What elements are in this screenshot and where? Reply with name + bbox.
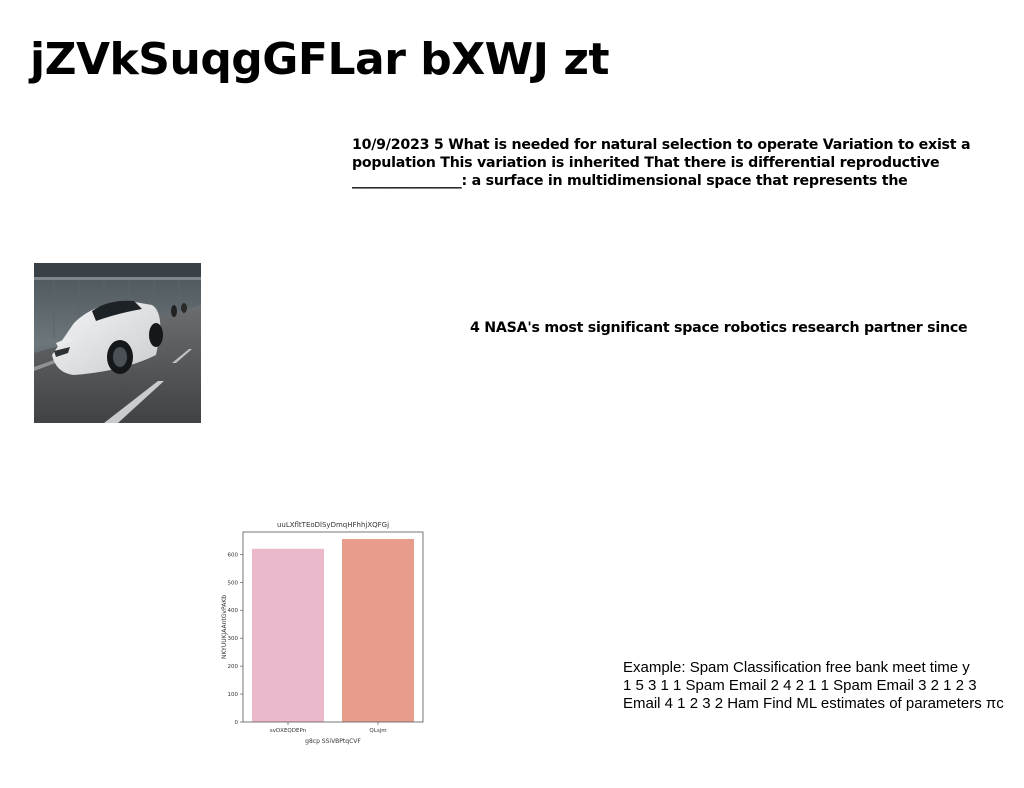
body-paragraph-natural-selection: 10/9/2023 5 What is needed for natural s… bbox=[352, 137, 971, 189]
chart-bar-0 bbox=[252, 548, 324, 722]
bar-chart: uuLXfltTEoDlSyDmqHFhhjXQFGj g8cp SSiVBPt… bbox=[215, 512, 440, 748]
chart-y-tick-label-0: 0 bbox=[235, 720, 239, 726]
chart-y-axis-label: NKYUUKJAAntGvPAKb bbox=[221, 595, 228, 659]
chart-y-tick-label-4: 400 bbox=[228, 608, 239, 614]
spam-example-line-1: Example: Spam Classification free bank m… bbox=[623, 659, 970, 676]
page-title: jZVkSuqgGFLar bXWJ zt bbox=[30, 34, 610, 85]
chart-y-tick-label-6: 600 bbox=[228, 552, 239, 558]
chart-x-tick-label-1: QLsjm bbox=[369, 728, 386, 734]
spam-example-line-2: 1 5 3 1 1 Spam Email 2 4 2 1 1 Spam Emai… bbox=[623, 677, 977, 694]
chart-bar-1 bbox=[342, 538, 414, 722]
chart-title: uuLXfltTEoDlSyDmqHFhhjXQFGj bbox=[277, 521, 389, 529]
chart-x-axis-label: g8cp SSiVBPtqCVF bbox=[305, 738, 361, 745]
chart-y-tick-label-1: 100 bbox=[228, 692, 239, 698]
bar-chart-canvas: uuLXfltTEoDlSyDmqHFhhjXQFGj g8cp SSiVBPt… bbox=[221, 521, 424, 745]
chart-axes-frame bbox=[242, 531, 424, 723]
car-photo bbox=[34, 263, 201, 423]
chart-y-tick-label-5: 500 bbox=[228, 580, 239, 586]
body-paragraph-spam-example: Example: Spam Classification free bank m… bbox=[623, 659, 1024, 713]
spam-example-line-3: Email 4 1 2 3 2 Ham Find ML estimates of… bbox=[623, 695, 1004, 712]
chart-y-tick-label-3: 300 bbox=[228, 636, 239, 642]
chart-y-tick-label-2: 200 bbox=[228, 664, 239, 670]
chart-x-tick-label-0: svDXEQDEPn bbox=[270, 728, 307, 734]
body-paragraph-nasa: 4 NASA's most significant space robotics… bbox=[470, 320, 968, 336]
